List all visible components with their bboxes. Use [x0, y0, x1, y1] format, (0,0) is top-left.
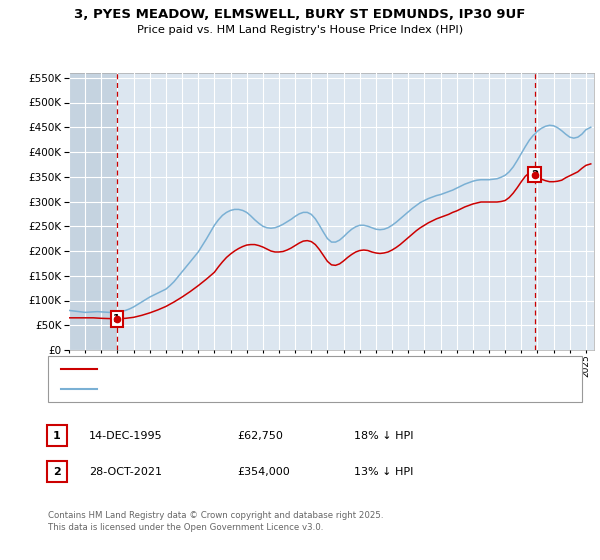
Text: 18% ↓ HPI: 18% ↓ HPI	[354, 431, 413, 441]
Text: 13% ↓ HPI: 13% ↓ HPI	[354, 466, 413, 477]
Text: 3, PYES MEADOW, ELMSWELL, BURY ST EDMUNDS, IP30 9UF: 3, PYES MEADOW, ELMSWELL, BURY ST EDMUND…	[74, 8, 526, 21]
Text: 14-DEC-1995: 14-DEC-1995	[89, 431, 163, 441]
Text: HPI: Average price, detached house, Mid Suffolk: HPI: Average price, detached house, Mid …	[104, 384, 344, 394]
Text: 28-OCT-2021: 28-OCT-2021	[89, 466, 162, 477]
Bar	[69, 73, 117, 350]
Text: £62,750: £62,750	[237, 431, 283, 441]
Text: £354,000: £354,000	[237, 466, 290, 477]
Text: 3, PYES MEADOW, ELMSWELL, BURY ST EDMUNDS, IP30 9UF (detached house): 3, PYES MEADOW, ELMSWELL, BURY ST EDMUND…	[104, 363, 496, 374]
Text: 1: 1	[113, 314, 121, 324]
Text: 2: 2	[53, 466, 61, 477]
Text: Price paid vs. HM Land Registry's House Price Index (HPI): Price paid vs. HM Land Registry's House …	[137, 25, 463, 35]
Text: 1: 1	[53, 431, 61, 441]
Text: 2: 2	[531, 170, 538, 180]
Text: Contains HM Land Registry data © Crown copyright and database right 2025.
This d: Contains HM Land Registry data © Crown c…	[48, 511, 383, 531]
